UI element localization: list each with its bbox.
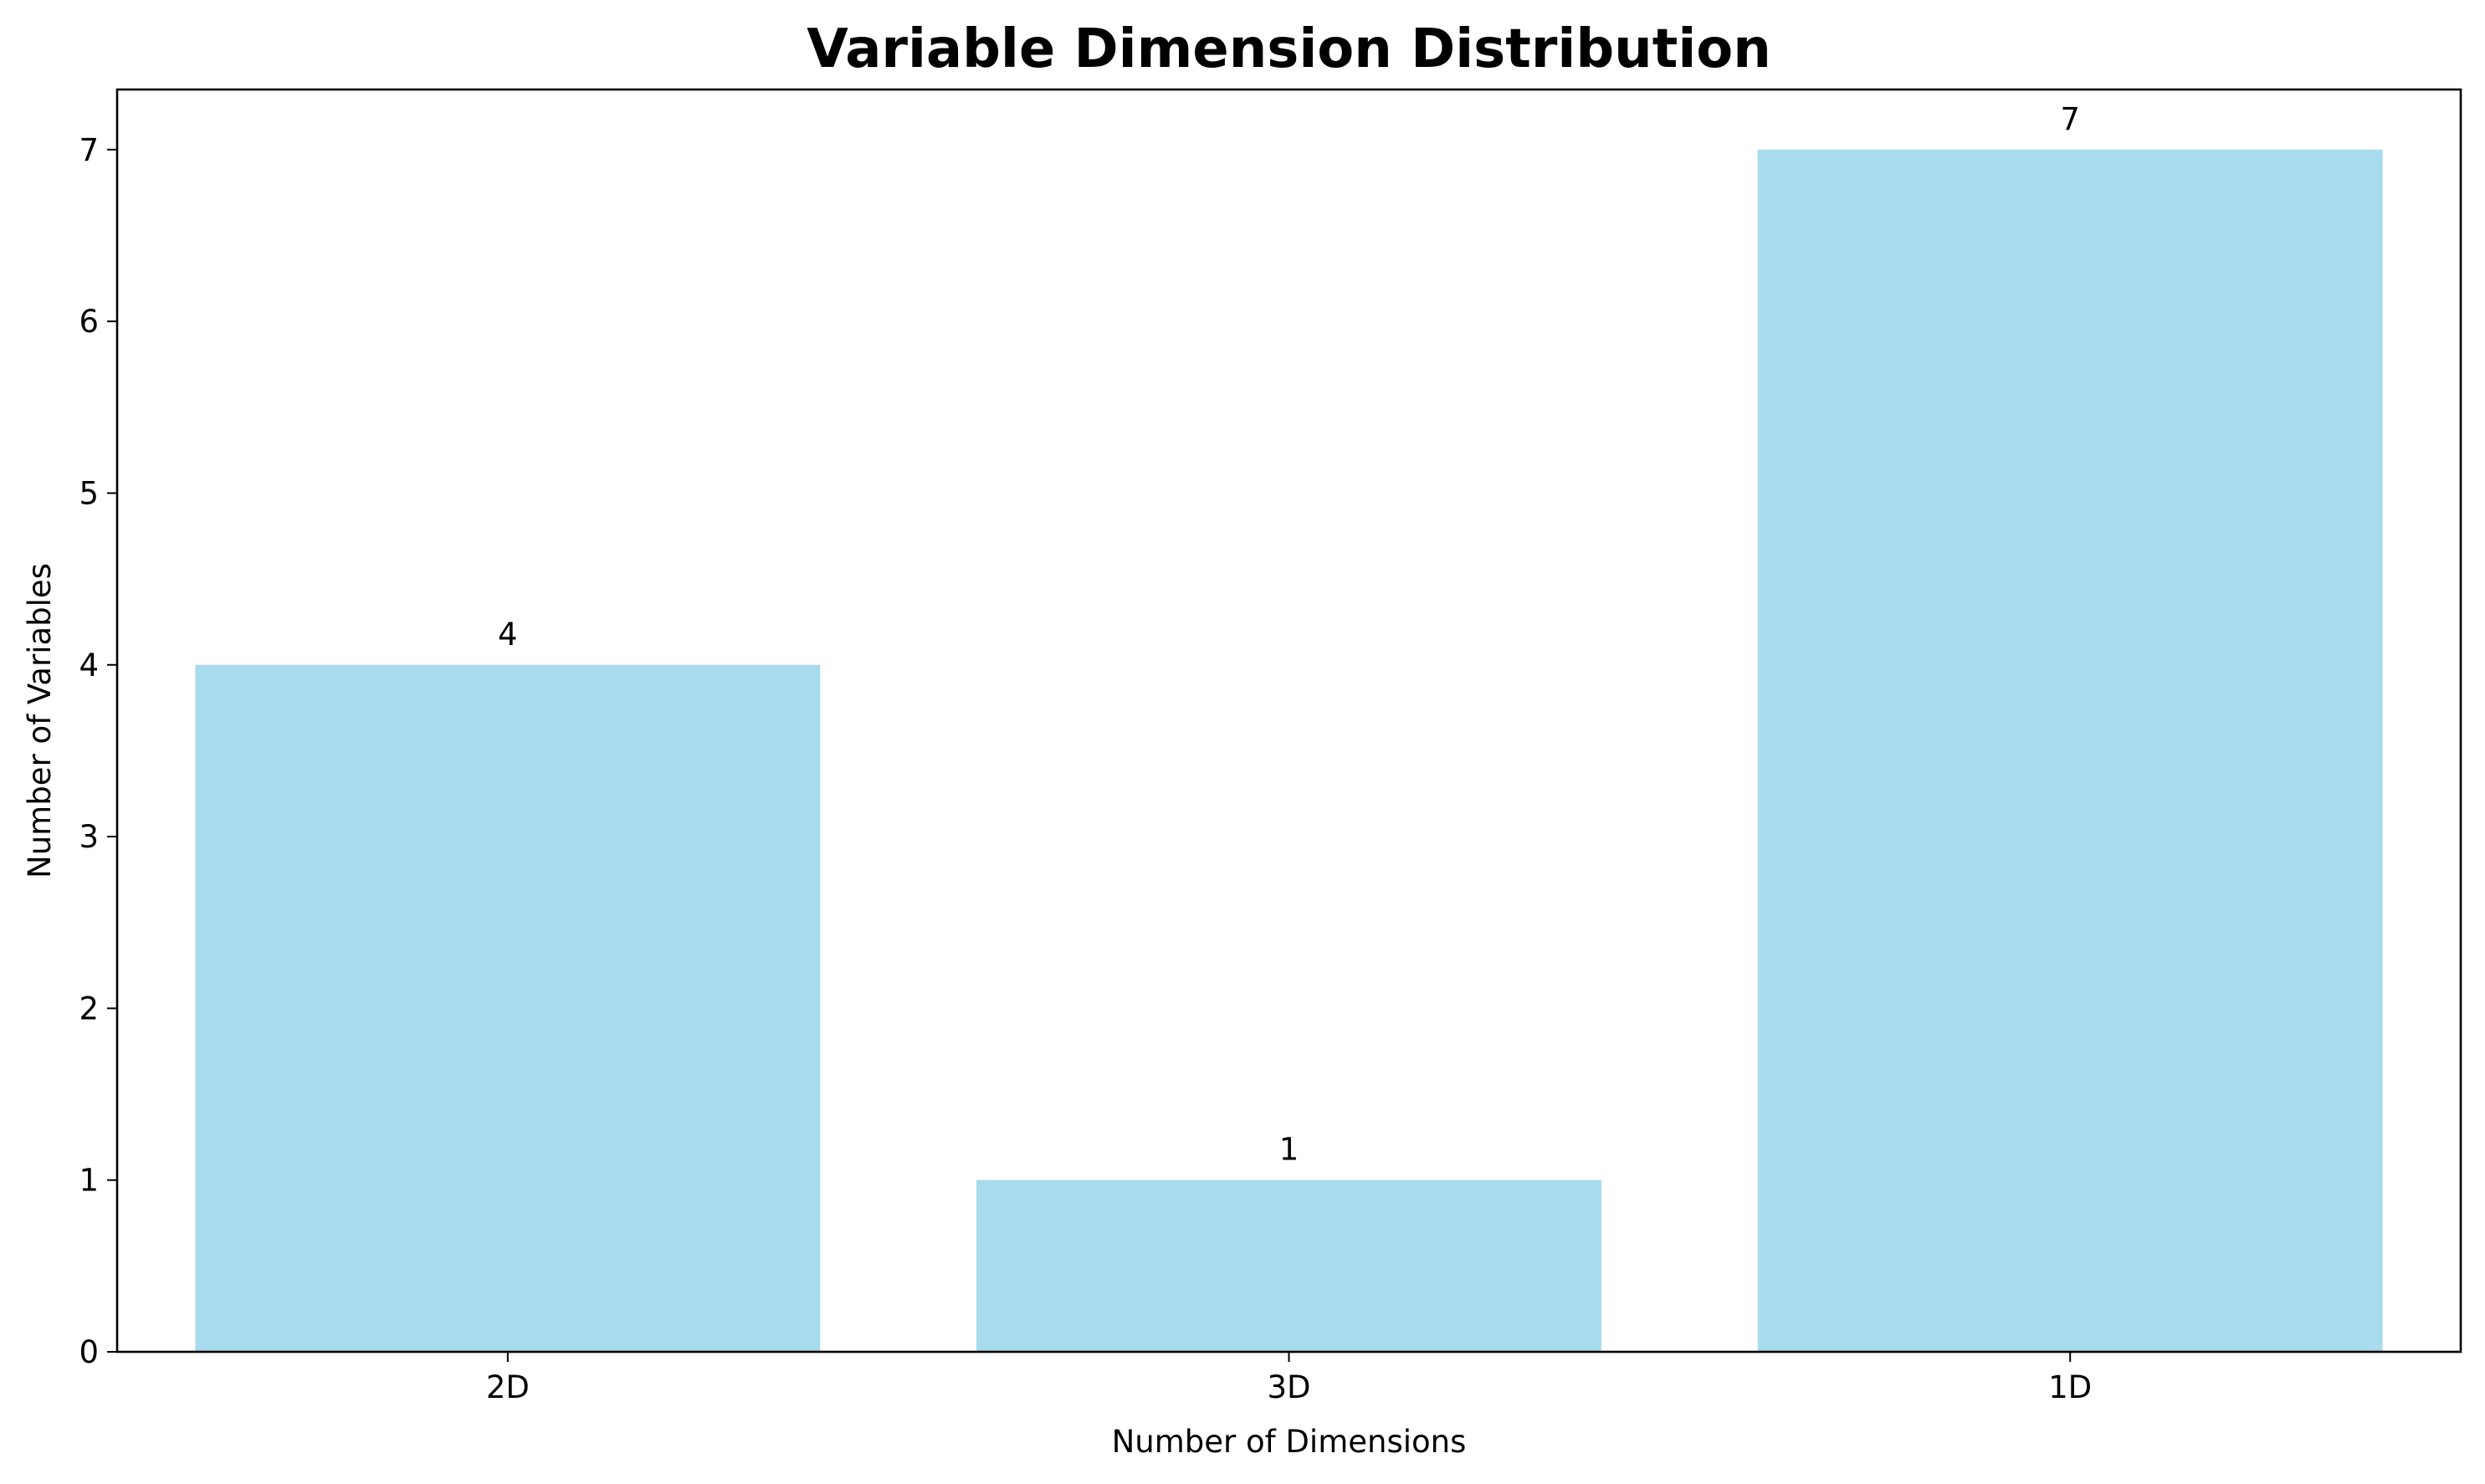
x-tick-label: 3D (1267, 1369, 1310, 1405)
chart-title: Variable Dimension Distribution (807, 18, 1771, 80)
ticks-group: 2D 3D 1D 0 1 2 3 4 5 6 7 (79, 132, 2092, 1405)
y-tick-label: 3 (79, 819, 99, 855)
x-axis-label: Number of Dimensions (1112, 1424, 1467, 1460)
y-tick-label: 1 (79, 1163, 99, 1199)
y-tick-label: 5 (79, 475, 99, 511)
y-tick-label: 6 (79, 304, 99, 340)
y-tick-label: 7 (79, 132, 99, 168)
bar-value-label: 7 (2060, 101, 2080, 137)
bar-value-label: 4 (498, 617, 518, 652)
y-tick-label: 0 (79, 1334, 99, 1370)
y-axis-label: Number of Variables (22, 563, 58, 878)
y-tick-label: 4 (79, 647, 99, 683)
bar-2d (195, 664, 821, 1352)
y-tick-label: 2 (79, 990, 99, 1026)
plot-area-frame (115, 88, 2462, 1354)
bar-1d (1757, 149, 2383, 1352)
bars-group (195, 149, 2383, 1352)
data-labels-group: 4 1 7 (498, 101, 2080, 1168)
bar-3d (976, 1180, 1601, 1352)
x-tick-label: 1D (2048, 1369, 2092, 1405)
bar-value-label: 1 (1279, 1132, 1299, 1168)
x-tick-label: 2D (486, 1369, 530, 1405)
